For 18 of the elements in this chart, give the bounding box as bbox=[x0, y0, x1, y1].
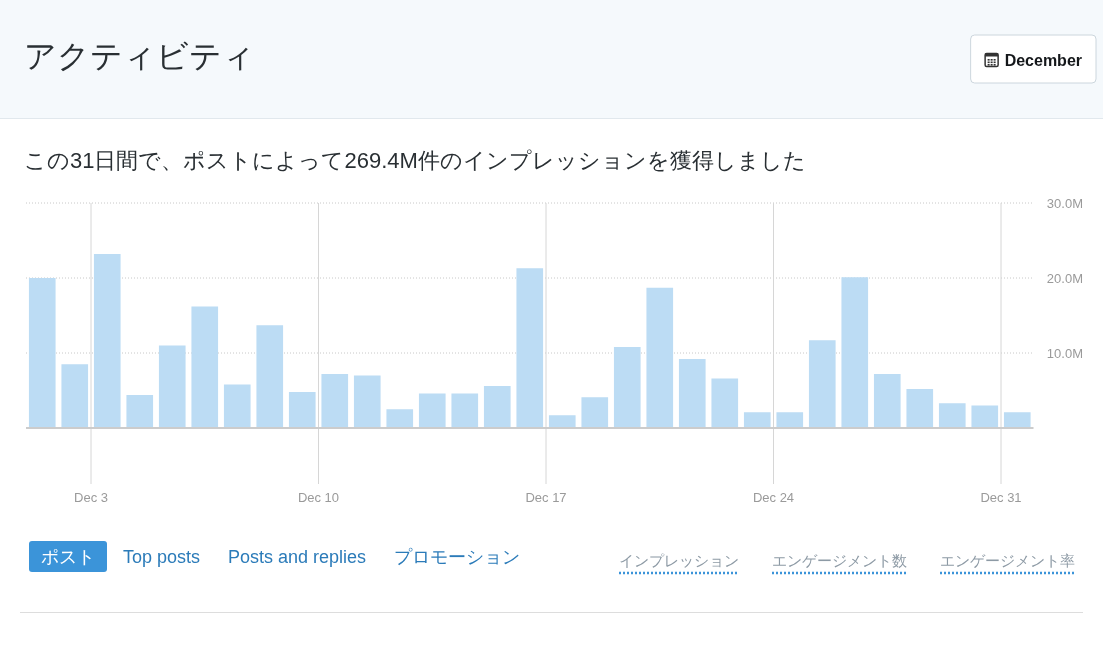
tab-label: Posts and replies bbox=[228, 546, 367, 567]
ytick-label: 20.0M bbox=[1046, 270, 1083, 286]
xtick-label: Dec 24 bbox=[752, 489, 795, 505]
tab-label: Top posts bbox=[123, 546, 201, 567]
xtick-label: Dec 10 bbox=[297, 489, 340, 505]
tab-label: ポスト bbox=[41, 546, 95, 567]
ytick-label: 10.0M bbox=[1046, 345, 1083, 361]
metric-label: エンゲージメント率 bbox=[940, 551, 1075, 569]
tab-label: プロモーション bbox=[394, 546, 521, 567]
xtick-label: Dec 17 bbox=[525, 489, 567, 505]
xtick-label: Dec 3 bbox=[74, 489, 108, 505]
ytick-label: 30.0M bbox=[1046, 195, 1083, 211]
metric-label: エンゲージメント数 bbox=[772, 551, 907, 569]
xtick-label: Dec 31 bbox=[980, 489, 1022, 505]
title: アクティビティ bbox=[24, 38, 255, 74]
date-label: December bbox=[1004, 51, 1082, 69]
subtitle: この31日間で、ポストによって269.4M件のインプレッションを獲得しました bbox=[24, 148, 806, 173]
metric-label: インプレッション bbox=[619, 551, 739, 569]
